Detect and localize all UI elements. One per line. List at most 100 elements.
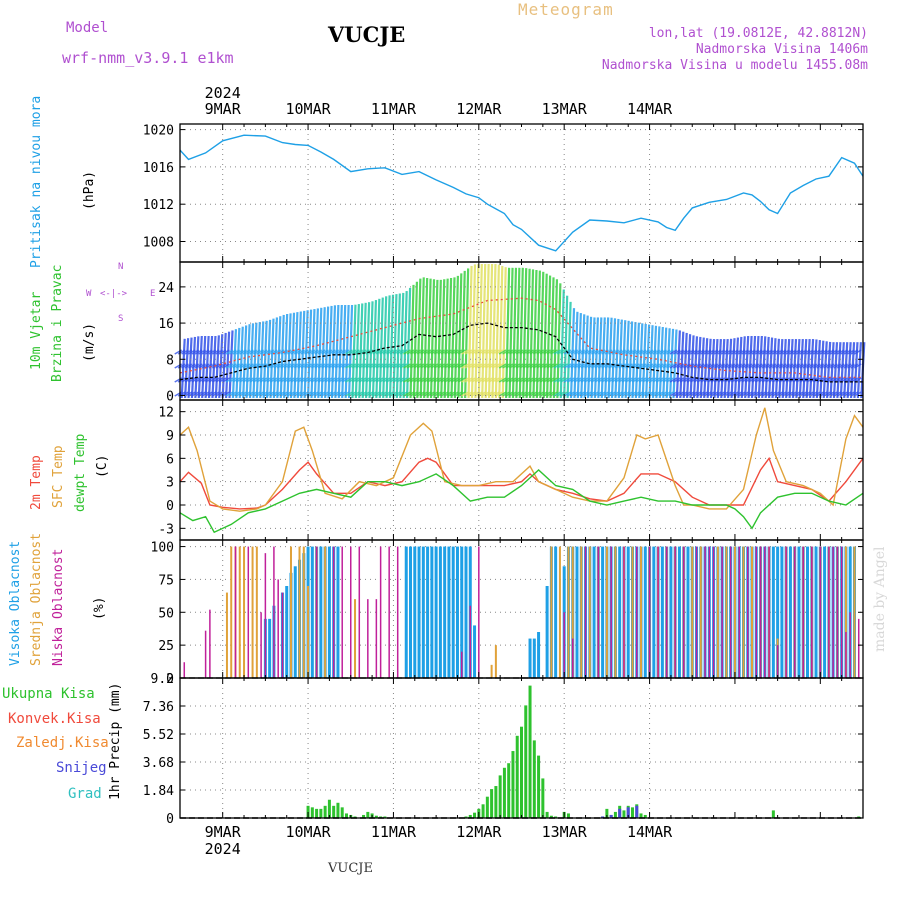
wind-barb-flag [836,349,845,355]
wind-barb-flag [184,391,193,397]
wind-barb-shaft [849,342,856,399]
wind-barb-flag [232,363,241,369]
wind-barb-flag [334,391,343,397]
wind-barb-flag [539,377,548,383]
wind-barb-flag [177,349,186,355]
wind-barb-shaft [276,316,282,399]
wind-barb-flag [512,363,521,369]
wind-barb-flag [297,363,306,369]
cloud-bar [460,546,464,678]
wind-barb-flag [430,377,439,383]
wind-barb-shaft [453,275,460,399]
wind-barb-flag [324,391,333,397]
wind-barb-shaft [774,338,781,399]
wind-barb-shaft [423,278,429,399]
wind-barb-flag [669,391,678,397]
wind-barb-flag [502,363,510,369]
cloud-bar [571,546,574,678]
wind-barb-flag [399,363,408,369]
wind-barb-shaft [785,339,791,399]
wind-barb-shaft [805,339,811,399]
wind-barb-flag [324,349,333,355]
wind-barb-flag [744,377,753,383]
wind-barb-flag [792,363,801,369]
wind-barb-flag [454,377,463,383]
wind-barb-flag [478,391,487,397]
wind-barb-flag [659,363,668,369]
wind-barb-flag [382,349,391,355]
wind-barb-flag [239,377,247,383]
wind-barb-flag [345,391,353,397]
wind-barb-flag [317,377,326,383]
wind-barb-flag [372,363,381,369]
wind-barb-flag [341,349,350,355]
cloud-bar [537,632,541,678]
wind-barb-flag [529,363,538,369]
wind-barb-flag [297,377,306,383]
precip-bar [601,816,605,818]
cloud-bar [643,546,647,678]
wind-barb-flag [652,377,661,383]
wind-barb-flag [771,391,780,397]
cloud-bar [811,546,813,678]
cloud-bar [652,546,656,678]
wind-barb-flag [792,349,801,355]
precip-bar [327,799,331,818]
wind-barb-shaft [429,279,436,399]
wind-barb-flag [556,377,565,383]
wind-barb-flag [621,349,630,355]
wind-barb-flag [785,363,794,369]
wind-barb-flag [727,391,736,397]
precip-bar [490,789,494,818]
cloud-bar [823,546,827,678]
wind-barb-flag [761,391,770,397]
wind-barb-shaft [668,328,675,399]
wind-barb-flag [406,377,415,383]
wind-barb-flag [604,363,613,369]
cloud-bar [281,592,284,678]
wind-barb-flag [785,377,794,383]
precip-bar [609,814,613,818]
wind-barb-flag [249,391,258,397]
wind-barb-flag [222,349,230,355]
cloud-bar [844,546,847,678]
wind-barb-flag [556,363,565,369]
wind-barb-flag [321,377,329,383]
cloud-bar [776,546,780,678]
cloud-bar [802,546,804,678]
wind-barb-flag [724,363,732,369]
wind-barb-flag [754,363,763,369]
wind-barb-flag [478,349,487,355]
wind-barb-flag [447,363,456,369]
wind-barb-flag [495,391,504,397]
wind-barb-flag [409,349,418,355]
wind-barb-shaft [231,329,238,399]
wind-barb-shaft [375,298,381,399]
wind-barb-flag [358,377,367,383]
wind-barb-flag [495,363,504,369]
wind-barb-flag [191,349,200,355]
wind-barb-flag [198,391,206,397]
wind-barb-flag [833,363,842,369]
wind-barb-flag [802,349,811,355]
wind-barb-shaft [532,269,538,399]
wind-barb-flag [450,377,459,383]
wind-barb-flag [235,349,244,355]
wind-barb-shaft [252,322,258,399]
wind-barb-shaft [624,320,630,399]
cloud-bar [324,546,327,678]
wind-barb-shaft [265,319,272,399]
wind-barb-flag [519,363,527,369]
cloud-bar [455,546,459,678]
ytick-label: 1008 [143,235,174,250]
wind-barb-flag [328,391,336,397]
cloud-bar [460,651,463,678]
wind-barb-flag [386,377,394,383]
wind-barb-shaft [494,264,500,399]
wind-barb-flag [529,349,538,355]
precip-bar [481,804,485,818]
wind-barb-flag [519,349,527,355]
wind-barb-flag [437,391,446,397]
wind-barb-shaft [300,310,306,399]
wind-barb-flag [621,363,630,369]
